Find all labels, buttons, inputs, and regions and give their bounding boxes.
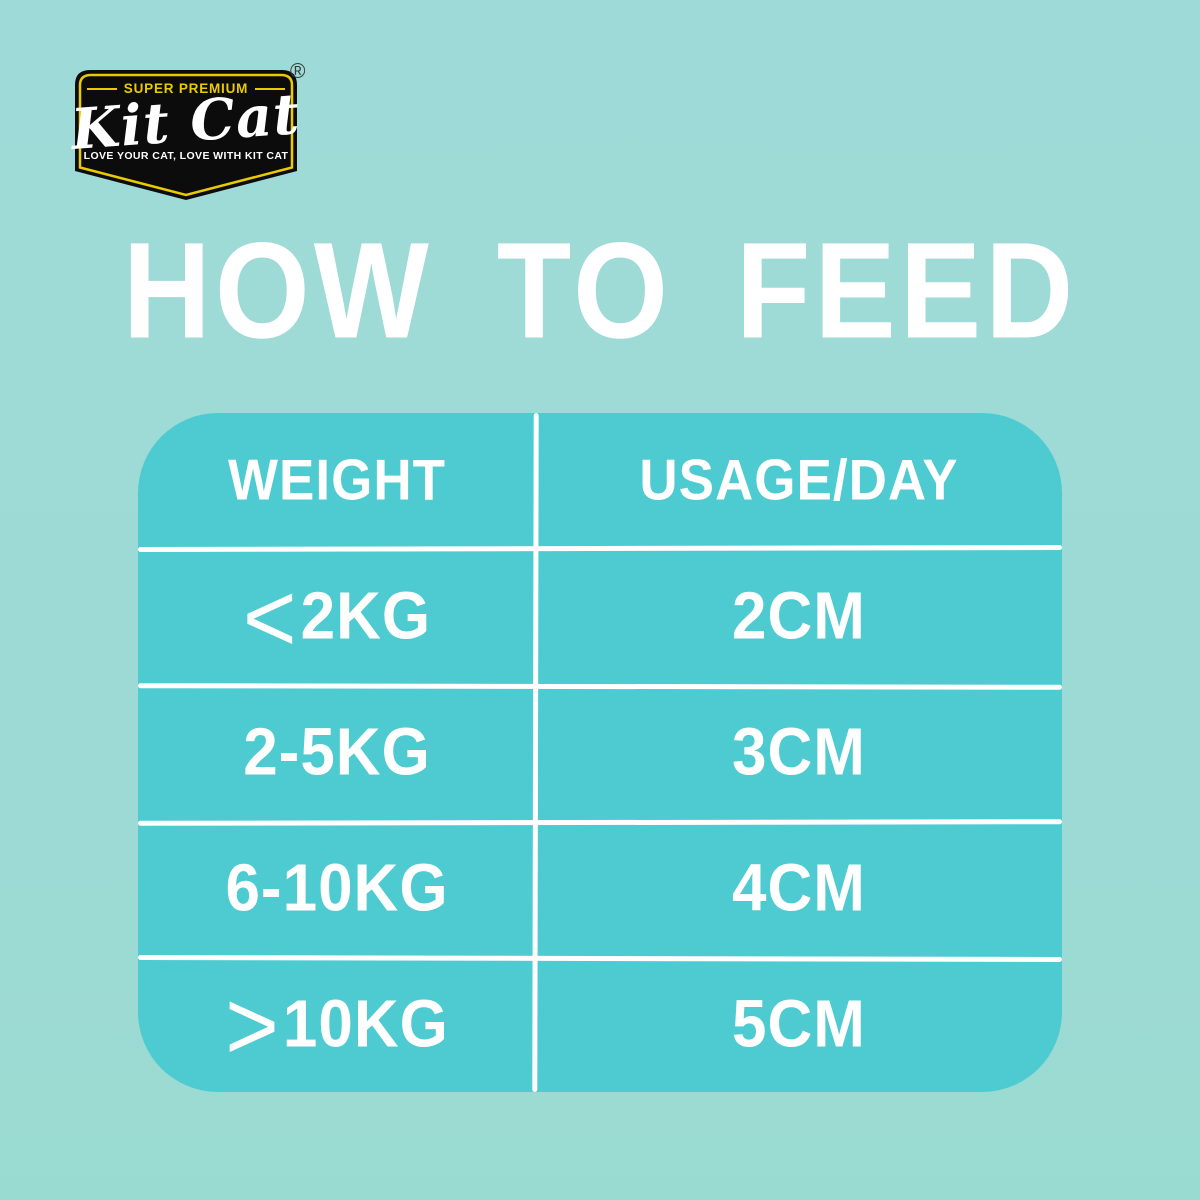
- page-title: HOW TO FEED: [122, 214, 1078, 367]
- weight-value: 2KG: [300, 578, 432, 654]
- dash-right: [255, 87, 286, 90]
- weight-value: 6-10KG: [225, 850, 449, 926]
- super-premium-label: SUPER PREMIUM: [123, 81, 249, 96]
- kit-cat-logo: SUPER PREMIUM Kit Cat LOVE YOUR CAT, LOV…: [69, 60, 325, 210]
- table-row-2-weight: 2-5KG: [138, 679, 536, 826]
- dash-left: [86, 87, 117, 90]
- weight-value: 10KG: [282, 986, 449, 1062]
- table-row-4-usage: 5CM: [732, 986, 866, 1062]
- table-row-1-usage: 2CM: [732, 578, 866, 654]
- logo-super-premium: SUPER PREMIUM: [86, 81, 286, 96]
- column-header-weight: WEIGHT: [228, 448, 446, 513]
- logo-tagline: LOVE YOUR CAT, LOVE WITH KIT CAT: [83, 150, 289, 162]
- registered-trademark-icon: ®: [290, 60, 306, 83]
- table-row-3-weight: 6-10KG: [138, 815, 536, 962]
- table-row-3-usage: 4CM: [732, 850, 866, 926]
- feeding-guide-table: WEIGHT USAGE/DAY <2KG 2CM 2-5KG 3CM 6-10…: [138, 413, 1062, 1092]
- logo-badge-shape: [75, 70, 297, 200]
- logo-badge: SUPER PREMIUM Kit Cat LOVE YOUR CAT, LOV…: [69, 70, 303, 200]
- table-row-1-weight: <2KG: [242, 563, 432, 674]
- weight-value: 2-5KG: [243, 714, 431, 790]
- column-header-usage: USAGE/DAY: [639, 448, 959, 513]
- table-row-4-weight: >10KG: [225, 971, 449, 1082]
- table-row-2-usage: 3CM: [732, 714, 866, 790]
